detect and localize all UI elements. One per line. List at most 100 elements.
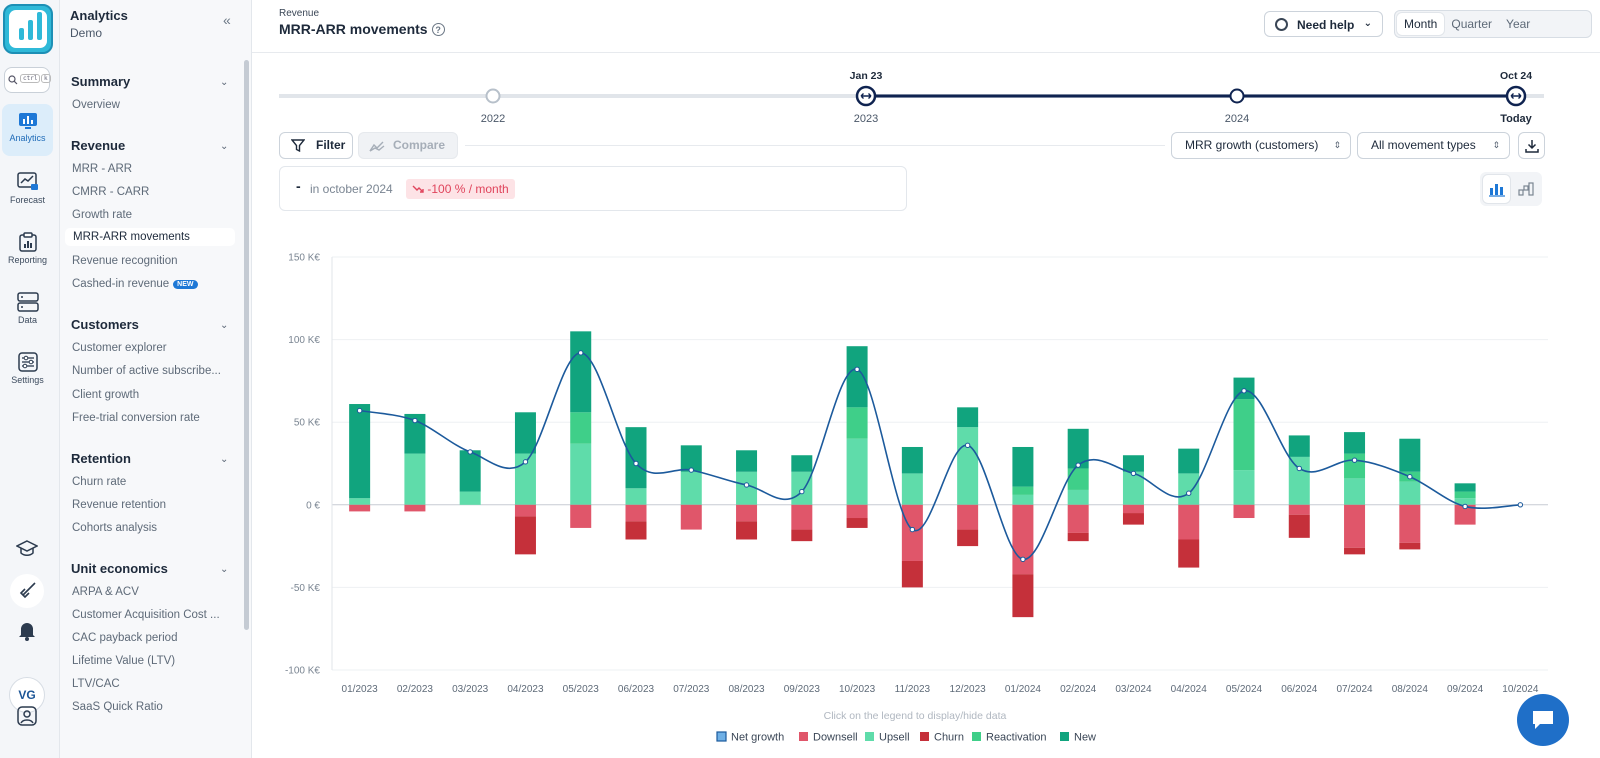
sidebar-item-cashed-in-revenue[interactable]: Cashed-in revenue NEW <box>72 278 230 290</box>
sidebar-item-cac-payback[interactable]: CAC payback period <box>72 632 178 644</box>
period-year[interactable]: Year <box>1506 17 1531 31</box>
period-quarter[interactable]: Quarter <box>1451 17 1493 31</box>
x-tick-label: 08/2023 <box>728 684 765 695</box>
legend-label-upsell[interactable]: Upsell <box>879 732 910 744</box>
bar-new <box>846 346 868 408</box>
academy-button[interactable] <box>12 537 42 567</box>
period-month[interactable]: Month <box>1397 13 1445 35</box>
date-range-timeline[interactable]: Jan 23 Oct 24 2022 2023 2024 Today <box>279 60 1549 130</box>
sidebar-item-cac[interactable]: Customer Acquisition Cost ... <box>72 609 220 621</box>
sidebar-item-ltv[interactable]: Lifetime Value (LTV) <box>72 655 176 667</box>
download-button[interactable] <box>1518 132 1545 159</box>
bar-reactivation <box>1067 468 1089 490</box>
rail-label-forecast: Forecast <box>9 195 45 205</box>
sidebar-item-mrr-arr-movements[interactable]: MRR-ARR movements <box>65 228 235 246</box>
rail-item-settings[interactable]: Settings <box>2 344 53 396</box>
sidebar-item-free-trial-conversion[interactable]: Free-trial conversion rate <box>72 412 200 424</box>
chevron-down-icon[interactable]: ⌄ <box>220 320 229 331</box>
metric-select[interactable]: MRR growth (customers) ⇕ <box>1171 132 1351 159</box>
legend-label-new[interactable]: New <box>1074 732 1096 744</box>
bar-upsell <box>1012 494 1034 505</box>
bar-view-button[interactable] <box>1483 175 1510 203</box>
section-revenue[interactable]: Revenue <box>71 138 126 153</box>
sidebar-item-overview[interactable]: Overview <box>72 99 120 111</box>
bar-churn <box>1399 542 1421 550</box>
bar-churn <box>1178 539 1200 568</box>
sidebar-item-customer-explorer[interactable]: Customer explorer <box>72 342 167 354</box>
rail-item-data[interactable]: Data <box>2 284 53 336</box>
waterfall-chart-icon <box>1518 182 1534 196</box>
chevron-down-icon[interactable]: ⌄ <box>220 141 229 152</box>
x-tick-label: 09/2023 <box>784 684 821 695</box>
sidebar-item-cohorts-analysis[interactable]: Cohorts analysis <box>72 522 158 534</box>
bar-new <box>1454 483 1476 492</box>
bar-churn <box>736 521 758 540</box>
need-help-button[interactable]: Need help ⌄ <box>1264 11 1383 37</box>
mrr-movements-chart[interactable]: -100 K€ -50 K€ 0 € 50 K€ 100 K€ 150 K€ 01/2023… <box>252 240 1600 758</box>
notifications-button[interactable] <box>12 620 42 650</box>
legend-label-churn[interactable]: Churn <box>934 732 964 744</box>
net-growth-point <box>1241 388 1247 394</box>
timeline-year-marker[interactable] <box>1229 88 1245 104</box>
compare-button[interactable]: Compare <box>358 132 458 159</box>
section-retention[interactable]: Retention <box>71 451 131 466</box>
legend-label-reactivation[interactable]: Reactivation <box>986 732 1047 744</box>
range-end-handle[interactable] <box>1505 85 1527 107</box>
bar-upsell <box>901 473 923 505</box>
sidebar-item-arpa-acv[interactable]: ARPA & ACV <box>72 586 139 598</box>
chat-launcher-button[interactable] <box>1517 694 1569 746</box>
sidebar-item-revenue-recognition[interactable]: Revenue recognition <box>72 255 178 267</box>
chevron-down-icon[interactable]: ⌄ <box>220 77 229 88</box>
bar-new <box>957 407 979 428</box>
sidebar-item-growth-rate[interactable]: Growth rate <box>72 209 133 221</box>
shortcut-key-k: k <box>41 74 51 83</box>
account-button[interactable] <box>12 705 42 735</box>
y-tick-label: -100 K€ <box>285 666 320 677</box>
net-growth-point <box>1517 502 1524 508</box>
sidebar-item-churn-rate[interactable]: Churn rate <box>72 476 127 488</box>
sidebar-subtitle: Demo <box>70 26 103 40</box>
help-circle-icon[interactable]: ? <box>431 23 445 36</box>
sidebar-item-ltv-cac[interactable]: LTV/CAC <box>72 678 120 690</box>
chevron-down-icon[interactable]: ⌄ <box>220 564 229 575</box>
legend-swatch-upsell <box>865 732 874 741</box>
bar-churn <box>1344 547 1366 555</box>
quick-search[interactable]: ctrl k <box>4 67 51 93</box>
section-customers[interactable]: Customers <box>71 317 139 332</box>
sidebar-item-mrr-arr[interactable]: MRR - ARR <box>72 163 133 175</box>
section-summary[interactable]: Summary <box>71 74 131 89</box>
bar-upsell <box>1178 473 1200 505</box>
legend-label-downsell[interactable]: Downsell <box>813 732 858 744</box>
main-content: Revenue MRR-ARR movements? Need help ⌄ M… <box>252 0 1600 758</box>
breadcrumb[interactable]: Revenue <box>279 8 320 19</box>
section-unit-economics[interactable]: Unit economics <box>71 561 168 576</box>
x-tick-label: 05/2023 <box>563 684 600 695</box>
bar-downsell <box>957 504 979 530</box>
range-start-handle[interactable] <box>855 85 877 107</box>
legend-label-net-growth[interactable]: Net growth <box>731 732 784 744</box>
sidebar-item-active-subscribers[interactable]: Number of active subscribe... <box>72 365 221 377</box>
movement-type-select[interactable]: All movement types ⇕ <box>1357 132 1510 159</box>
user-icon <box>17 706 37 726</box>
collapse-sidebar-icon[interactable]: « <box>223 12 231 28</box>
kpi-card: - in october 2024 -100 % / month <box>279 166 907 211</box>
app-logo[interactable] <box>3 4 53 54</box>
sidebar-scrollbar[interactable] <box>244 60 249 630</box>
rail-item-analytics[interactable]: Analytics <box>2 104 53 156</box>
bell-icon <box>19 623 35 641</box>
sidebar-item-saas-quick-ratio[interactable]: SaaS Quick Ratio <box>72 701 163 713</box>
launch-button[interactable] <box>10 574 44 608</box>
bar-downsell <box>1399 504 1421 543</box>
chevron-down-icon[interactable]: ⌄ <box>220 454 229 465</box>
sidebar-item-revenue-retention[interactable]: Revenue retention <box>72 499 166 511</box>
bar-churn <box>1012 574 1034 618</box>
rail-item-forecast[interactable]: Forecast <box>2 164 53 216</box>
timeline-year-marker[interactable] <box>485 88 501 104</box>
sidebar-item-client-growth[interactable]: Client growth <box>72 389 140 401</box>
rail-item-reporting[interactable]: Reporting <box>2 224 53 276</box>
forecast-icon <box>16 172 38 190</box>
filter-button[interactable]: Filter <box>279 132 353 159</box>
sidebar-item-cmrr-carr[interactable]: CMRR - CARR <box>72 186 150 198</box>
waterfall-view-button[interactable] <box>1513 175 1540 203</box>
net-growth-point <box>356 407 363 414</box>
